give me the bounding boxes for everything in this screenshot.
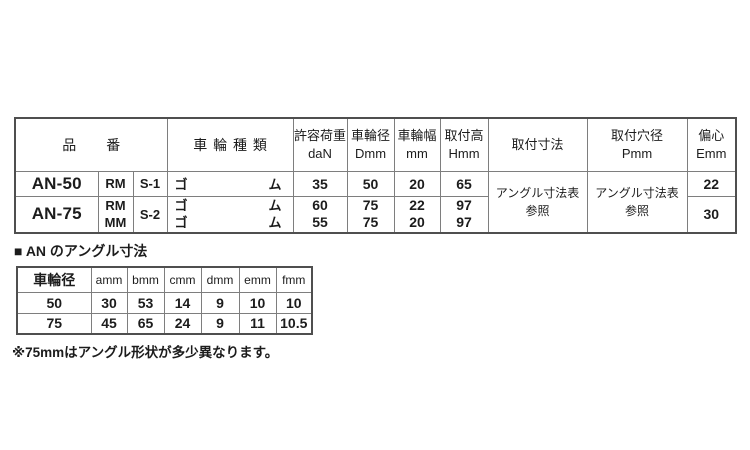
angle-cell: 11 [238,312,277,335]
header-eccentricity: 偏心 Emm [686,117,737,172]
angle-cell: 45 [90,312,128,335]
series-cell: S-1 [132,170,168,197]
angle-cell: 14 [163,291,202,314]
header-wheel-type: 車輪種類 [166,117,294,172]
angle-table-row: 75 45 65 24 9 11 10.5 [16,312,313,335]
width-cell: 22 20 [393,195,441,234]
width-cell: 20 [393,170,441,197]
height-cell: 97 97 [439,195,489,234]
model-cell: AN-75 [14,195,99,234]
angle-header-wheel-diameter: 車輪径 [16,266,92,293]
header-part-number-char1: 品 [62,136,77,153]
angle-header-a: amm [90,266,128,293]
diameter-cell: 75 75 [346,195,395,234]
spec-table: 品 番 車輪種類 許容荷重 daN 車輪径 Dmm 車輪幅 mm 取付高 Hm [14,117,738,234]
load-cell: 35 [292,170,348,197]
header-part-number-char2: 番 [106,136,121,153]
angle-cell: 9 [200,312,240,335]
angle-header-f: fmm [275,266,313,293]
hole-ref-cell: アングル寸法表 参照 [586,170,688,234]
angle-cell: 50 [16,291,92,314]
angle-cell: 9 [200,291,240,314]
angle-header-d: dmm [200,266,240,293]
table-row: AN-75 RM MM S-2 ゴ ム ゴ ム [14,195,737,234]
table-row: AN-50 RM S-1 ゴ ム 35 50 20 65 アングル寸法表 参照 … [14,170,737,234]
variant-cell: RM MM [97,195,134,234]
wheel-type-cell: ゴ ム ゴ ム [166,195,294,234]
angle-header-c: cmm [163,266,202,293]
angle-cell: 10 [238,291,277,314]
load-cell: 60 55 [292,195,348,234]
header-mount-height: 取付高 Hmm [439,117,489,172]
angle-cell: 53 [126,291,165,314]
header-part-number: 品 番 [14,117,168,172]
angle-header-b: bmm [126,266,165,293]
wheel-type-char2: ム [268,177,282,192]
footnote: ※75mmはアングル形状が多少異なります。 [12,345,279,360]
header-wheel-width: 車輪幅 mm [393,117,441,172]
angle-cell: 24 [163,312,202,335]
angle-section-title: ■ AN のアングル寸法 [14,243,148,259]
header-wheel-diameter: 車輪径 Dmm [346,117,395,172]
eccentricity-cell: 22 [686,170,737,197]
mounting-ref-cell: アングル寸法表 参照 [487,170,588,234]
variant-cell: RM [97,170,134,197]
wheel-type-char1: ゴ [174,198,188,214]
wheel-type-char2: ム [268,198,282,214]
angle-cell: 10.5 [275,312,313,335]
angle-table-row: 50 30 53 14 9 10 10 [16,291,313,314]
height-cell: 65 [439,170,489,197]
angle-header-e: emm [238,266,277,293]
series-cell: S-2 [132,195,168,234]
angle-cell: 30 [90,291,128,314]
model-cell: AN-50 [14,170,99,197]
angle-cell: 75 [16,312,92,335]
eccentricity-cell: 30 [686,195,737,234]
wheel-type-char2: ム [268,215,282,231]
wheel-type-cell: ゴ ム [166,170,294,197]
header-mount-hole-diameter: 取付穴径 Pmm [586,117,688,172]
wheel-type-char1: ゴ [174,177,188,192]
angle-cell: 10 [275,291,313,314]
angle-cell: 65 [126,312,165,335]
wheel-type-char1: ゴ [174,215,188,231]
header-mount-dimensions: 取付寸法 [487,117,588,172]
angle-table: 車輪径 amm bmm cmm dmm emm fmm 50 30 53 14 … [16,266,313,335]
spec-sheet: 品 番 車輪種類 許容荷重 daN 車輪径 Dmm 車輪幅 mm 取付高 Hm [12,117,738,361]
header-allowable-load: 許容荷重 daN [292,117,348,172]
diameter-cell: 50 [346,170,395,197]
